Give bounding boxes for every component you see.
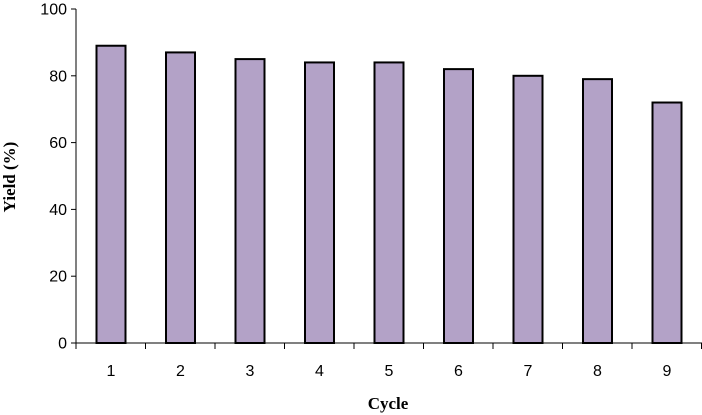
y-tick-label: 0 bbox=[58, 336, 67, 353]
bar-cycle-7 bbox=[512, 74, 544, 345]
plot-area: 0 20 40 60 80 100 1 2 3 4 5 6 7 8 9 bbox=[40, 2, 702, 380]
x-tick-label: 3 bbox=[246, 363, 255, 380]
bar-cycle-1 bbox=[95, 44, 127, 345]
x-axis-title: Cycle bbox=[368, 394, 409, 413]
y-tick-label: 60 bbox=[49, 135, 67, 152]
x-ticks-group: 1 2 3 4 5 6 7 8 9 bbox=[75, 343, 702, 380]
y-tick-label: 80 bbox=[49, 68, 67, 85]
bar-cycle-8 bbox=[582, 78, 613, 344]
y-axis-title: Yield (%) bbox=[0, 142, 19, 213]
x-tick-label: 6 bbox=[454, 363, 463, 380]
bars-group bbox=[95, 44, 683, 345]
bar-cycle-5 bbox=[373, 61, 405, 344]
bar-cycle-3 bbox=[234, 58, 266, 344]
x-tick-label: 1 bbox=[107, 363, 116, 380]
bar-cycle-6 bbox=[443, 68, 474, 345]
x-tick-label: 5 bbox=[385, 363, 394, 380]
y-tick-label: 40 bbox=[49, 202, 67, 219]
y-tick-label: 100 bbox=[40, 2, 67, 19]
x-tick-label: 2 bbox=[176, 363, 185, 380]
y-ticks-group: 0 20 40 60 80 100 bbox=[40, 2, 76, 353]
bar-cycle-4 bbox=[304, 61, 335, 344]
x-tick-label: 7 bbox=[524, 363, 533, 380]
y-tick-label: 20 bbox=[49, 269, 67, 286]
bar-cycle-2 bbox=[165, 51, 196, 344]
bar-cycle-9 bbox=[651, 101, 683, 344]
x-tick-label: 8 bbox=[593, 363, 602, 380]
x-tick-label: 4 bbox=[315, 363, 324, 380]
x-tick-label: 9 bbox=[663, 363, 672, 380]
